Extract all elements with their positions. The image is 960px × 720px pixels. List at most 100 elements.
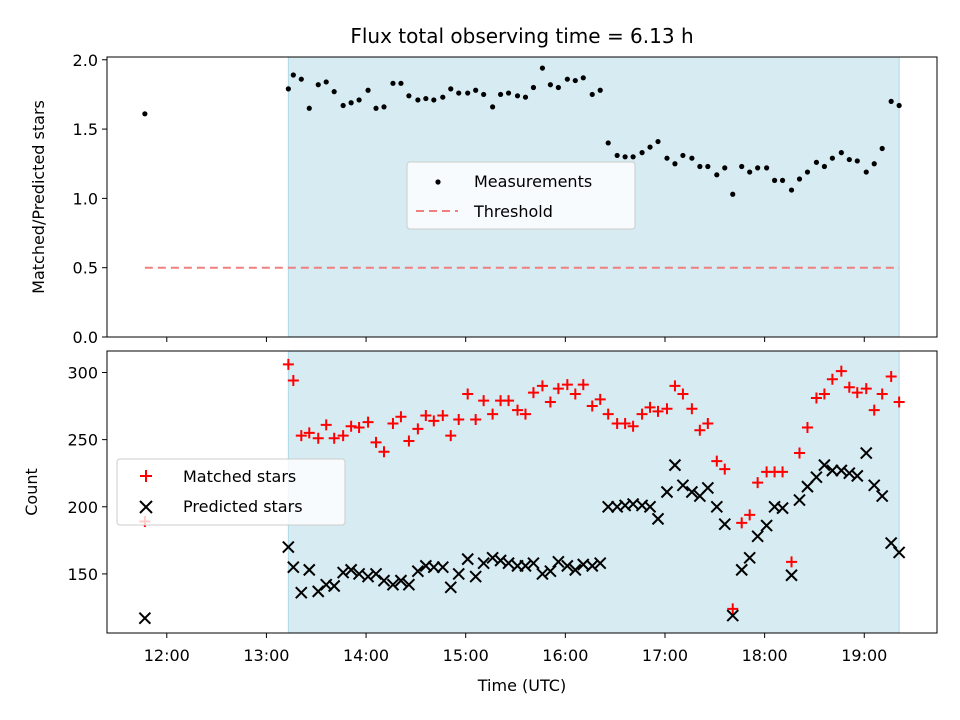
predicted-star-point — [544, 565, 557, 578]
top-panel: 0.00.51.01.52.0 Matched/Predicted stars … — [29, 51, 938, 347]
measurement-point — [664, 155, 670, 161]
predicted-star-point — [394, 574, 408, 587]
predicted-star-point — [569, 563, 582, 577]
predicted-star-point — [668, 458, 682, 472]
predicted-star-point — [884, 536, 898, 550]
matched-star-point — [503, 395, 515, 407]
bottom-legend-frame — [116, 458, 346, 526]
matched-star-point — [876, 388, 888, 400]
bottom-x-tick-label: 12:00 — [144, 646, 190, 665]
matched-star-point — [627, 420, 639, 432]
measurement-point — [697, 163, 703, 170]
top-legend: Measurements Threshold — [406, 161, 636, 230]
measurement-point — [423, 95, 429, 102]
measurement-point — [306, 105, 312, 111]
measurement-point — [879, 145, 885, 152]
matched-star-point — [437, 409, 449, 421]
matched-star-point — [594, 393, 606, 405]
measurement-point — [348, 100, 354, 106]
measurement-point — [829, 155, 835, 161]
measurement-point — [779, 177, 786, 183]
predicted-star-point — [444, 581, 457, 594]
predicted-star-point — [835, 464, 848, 477]
legend-measurements-label: Measurements — [474, 172, 592, 191]
top-x-ticks — [166, 337, 865, 342]
measurement-point — [747, 169, 753, 175]
chart-title: Flux total observing time = 6.13 h — [350, 24, 693, 48]
measurement-point — [689, 155, 695, 161]
predicted-star-point — [643, 500, 657, 513]
measurements-series — [142, 65, 902, 197]
predicted-star-point — [402, 578, 416, 591]
matched-star-point — [487, 408, 499, 420]
matched-star-point — [370, 436, 382, 448]
matched-star-point — [818, 388, 830, 400]
top-y-tick-label: 1.5 — [73, 120, 98, 139]
measurement-point — [285, 86, 291, 92]
predicted-star-point — [760, 519, 773, 532]
predicted-star-point — [461, 552, 474, 566]
matched-star-point — [577, 379, 589, 391]
predicted-star-point — [875, 489, 889, 503]
predicted-star-point — [477, 556, 490, 570]
bottom-y-tick-label: 300 — [67, 363, 98, 382]
predicted-star-point — [701, 481, 715, 495]
measurement-point — [398, 80, 404, 86]
predicted-star-point — [651, 512, 665, 526]
predicted-star-point — [751, 530, 764, 543]
measurement-point — [863, 169, 869, 175]
measurement-point — [539, 65, 546, 71]
top-y-tick-label: 0.0 — [73, 328, 98, 347]
matched-star-point — [677, 388, 689, 400]
bottom-x-tick-label: 14:00 — [343, 646, 389, 665]
matched-star-point — [885, 371, 897, 383]
predicted-star-point — [386, 578, 400, 591]
measurement-point — [448, 86, 454, 92]
measurement-point — [497, 91, 504, 98]
matched-star-point — [453, 413, 465, 425]
measurement-point — [730, 191, 736, 197]
matched-star-point — [851, 387, 863, 399]
matched-star-point — [702, 418, 714, 430]
matched-star-point — [860, 383, 872, 395]
matched-star-point — [312, 432, 324, 444]
matched-star-point — [602, 408, 614, 420]
matched-star-point — [320, 419, 332, 431]
predicted-star-point — [469, 570, 482, 583]
matched-star-point — [868, 404, 880, 416]
top-y-tick-label: 1.0 — [73, 189, 98, 208]
measurement-point — [622, 154, 628, 160]
matched-star-point — [669, 380, 681, 392]
predicted-star-point — [561, 559, 574, 573]
matched-star-point — [801, 422, 813, 434]
measurement-point — [555, 84, 561, 91]
predicted-star-point — [327, 579, 341, 593]
measurement-point — [431, 97, 437, 103]
legend-matched-label: Matched stars — [183, 467, 296, 486]
matched-star-point — [445, 430, 457, 442]
matched-star-point — [810, 392, 822, 404]
matched-star-point — [694, 424, 706, 436]
predicted-star-point — [494, 554, 507, 567]
measurement-point — [473, 87, 479, 93]
measurement-point — [739, 163, 745, 170]
matched-star-point — [462, 388, 474, 400]
predicted-star-point — [601, 500, 615, 513]
measurement-point — [490, 104, 496, 110]
predicted-star-point — [860, 446, 873, 460]
predicted-star-point — [843, 466, 856, 480]
matched-star-point — [527, 387, 539, 399]
legend-predicted-marker — [139, 500, 153, 514]
measurement-point — [813, 159, 820, 165]
measurement-point — [514, 93, 521, 99]
matched-star-point — [752, 477, 764, 489]
matched-star-point — [478, 395, 490, 407]
predicted-star-point — [743, 551, 756, 565]
measurement-point — [804, 169, 811, 175]
measurement-point — [821, 163, 828, 170]
measurement-point — [381, 104, 387, 110]
bottom-y-axis: 150 200 250 300 — [67, 363, 107, 584]
predicted-star-point — [527, 556, 540, 570]
matched-star-point — [744, 509, 756, 521]
